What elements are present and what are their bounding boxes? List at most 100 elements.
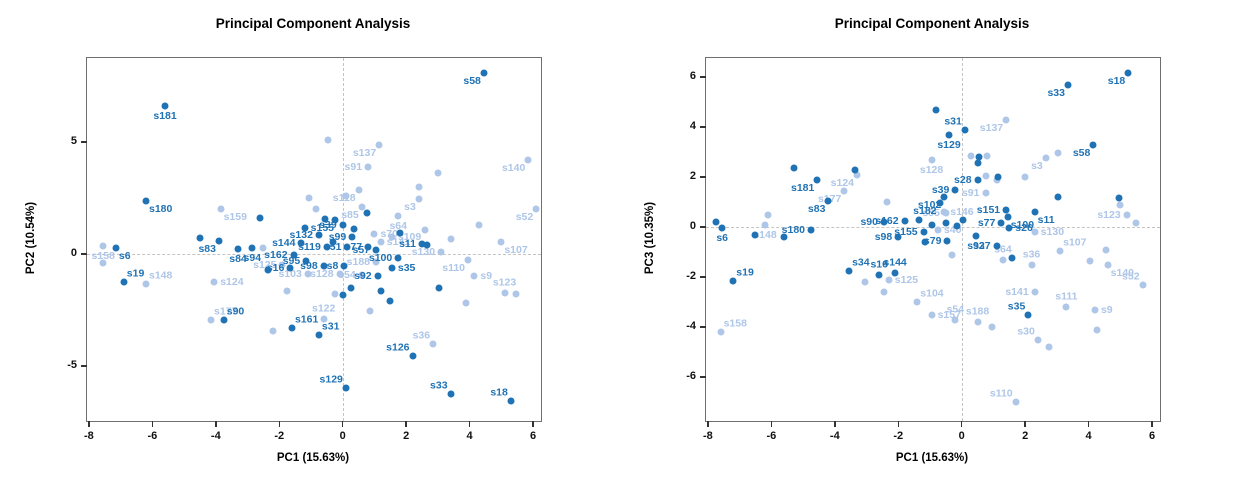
point-label: s40 — [943, 223, 962, 236]
data-point — [377, 287, 385, 295]
data-point — [961, 126, 969, 133]
point-label: s144 — [272, 236, 296, 249]
point-label: s155 — [894, 225, 918, 238]
point-label: s52 — [515, 211, 534, 224]
data-point — [1002, 206, 1010, 213]
point-label: s130 — [411, 245, 436, 258]
data-point — [99, 259, 107, 267]
x-tick-mark — [770, 421, 773, 427]
data-point — [936, 199, 943, 207]
point-label: s18 — [1107, 75, 1126, 88]
data-point — [161, 102, 169, 110]
data-point — [1024, 311, 1032, 318]
data-point — [1091, 306, 1099, 313]
y-tick-mark — [700, 176, 706, 178]
data-point — [480, 69, 488, 77]
data-point — [437, 248, 445, 256]
point-label: s9 — [480, 270, 493, 283]
data-point — [928, 311, 936, 318]
point-label: s28 — [954, 173, 972, 186]
point-label: s123 — [492, 276, 517, 289]
data-point — [372, 258, 380, 266]
data-point — [761, 221, 769, 228]
y-tick-label: 0 — [689, 220, 696, 232]
data-point — [142, 197, 150, 205]
data-point — [331, 290, 339, 298]
point-label: s140 — [501, 161, 526, 174]
x-axis-label: PC1 (15.63%) — [895, 452, 969, 464]
point-label: s35 — [1007, 300, 1026, 312]
point-label: s109 — [397, 230, 422, 243]
data-point — [377, 238, 385, 246]
data-point — [464, 256, 472, 264]
data-point — [851, 166, 859, 173]
x-tick-label: -4 — [829, 430, 840, 442]
point-label: s39 — [931, 183, 950, 196]
point-label: s157 — [937, 308, 961, 321]
data-point — [951, 316, 959, 323]
data-point — [394, 254, 402, 262]
data-point — [1054, 193, 1062, 201]
data-point — [1045, 343, 1053, 351]
x-tick-mark — [405, 421, 407, 427]
x-tick-mark — [341, 421, 344, 427]
point-label: s33 — [430, 379, 448, 392]
point-label: s77 — [344, 240, 363, 253]
point-label: s34 — [852, 256, 870, 269]
data-point — [845, 267, 853, 275]
data-point — [532, 205, 540, 213]
data-point — [1123, 211, 1131, 218]
point-label: s16 — [870, 258, 888, 270]
data-point — [512, 290, 520, 298]
y-tick-mark — [81, 141, 87, 143]
data-point — [1056, 247, 1064, 255]
point-label: s98 — [874, 230, 893, 243]
data-point — [435, 284, 443, 292]
point-label: s3 — [1031, 160, 1043, 173]
point-label: s3 — [404, 201, 416, 214]
point-label: s94 — [243, 252, 262, 265]
y-tick-label: 6 — [689, 70, 696, 82]
data-point — [264, 266, 272, 274]
data-point — [501, 289, 508, 297]
data-point — [358, 271, 366, 279]
data-point — [312, 205, 320, 213]
data-point — [967, 152, 975, 160]
data-point — [372, 246, 380, 254]
data-point — [290, 251, 298, 259]
data-point — [982, 172, 989, 180]
data-point — [1124, 69, 1132, 77]
data-point — [1021, 173, 1029, 181]
point-label: s92 — [354, 270, 372, 283]
point-label: s19 — [126, 267, 145, 280]
data-point — [363, 209, 370, 217]
zero-refline-horizontal — [87, 253, 541, 255]
x-tick-mark — [151, 421, 154, 427]
data-point — [396, 229, 404, 237]
data-point — [940, 193, 948, 201]
data-point — [934, 226, 942, 233]
data-point — [315, 231, 323, 239]
point-label: s158 — [723, 317, 747, 330]
y-tick-label: 4 — [689, 120, 696, 132]
point-label: s111 — [1055, 290, 1078, 303]
data-point — [423, 241, 431, 249]
data-point — [409, 352, 416, 360]
point-label: s129 — [937, 138, 961, 151]
point-label: s85 — [922, 207, 940, 219]
point-label: s141 — [386, 235, 411, 248]
point-label: s107 — [504, 243, 528, 256]
data-point — [813, 176, 821, 183]
point-label: s98 — [300, 260, 318, 272]
point-label: s64 — [389, 219, 407, 232]
data-point — [301, 224, 309, 232]
data-point — [329, 238, 337, 246]
data-point — [470, 272, 478, 280]
data-point — [875, 271, 883, 278]
plot-area: -8-6-4-2024650-5s137s91s140s159s118s85s3… — [67, 57, 542, 442]
y-tick-label: 0 — [70, 246, 77, 259]
x-axis-label: PC1 (15.63%) — [276, 452, 350, 464]
data-point — [1116, 201, 1124, 208]
point-label: s128 — [310, 267, 334, 280]
x-tick-label: 2 — [403, 430, 410, 442]
